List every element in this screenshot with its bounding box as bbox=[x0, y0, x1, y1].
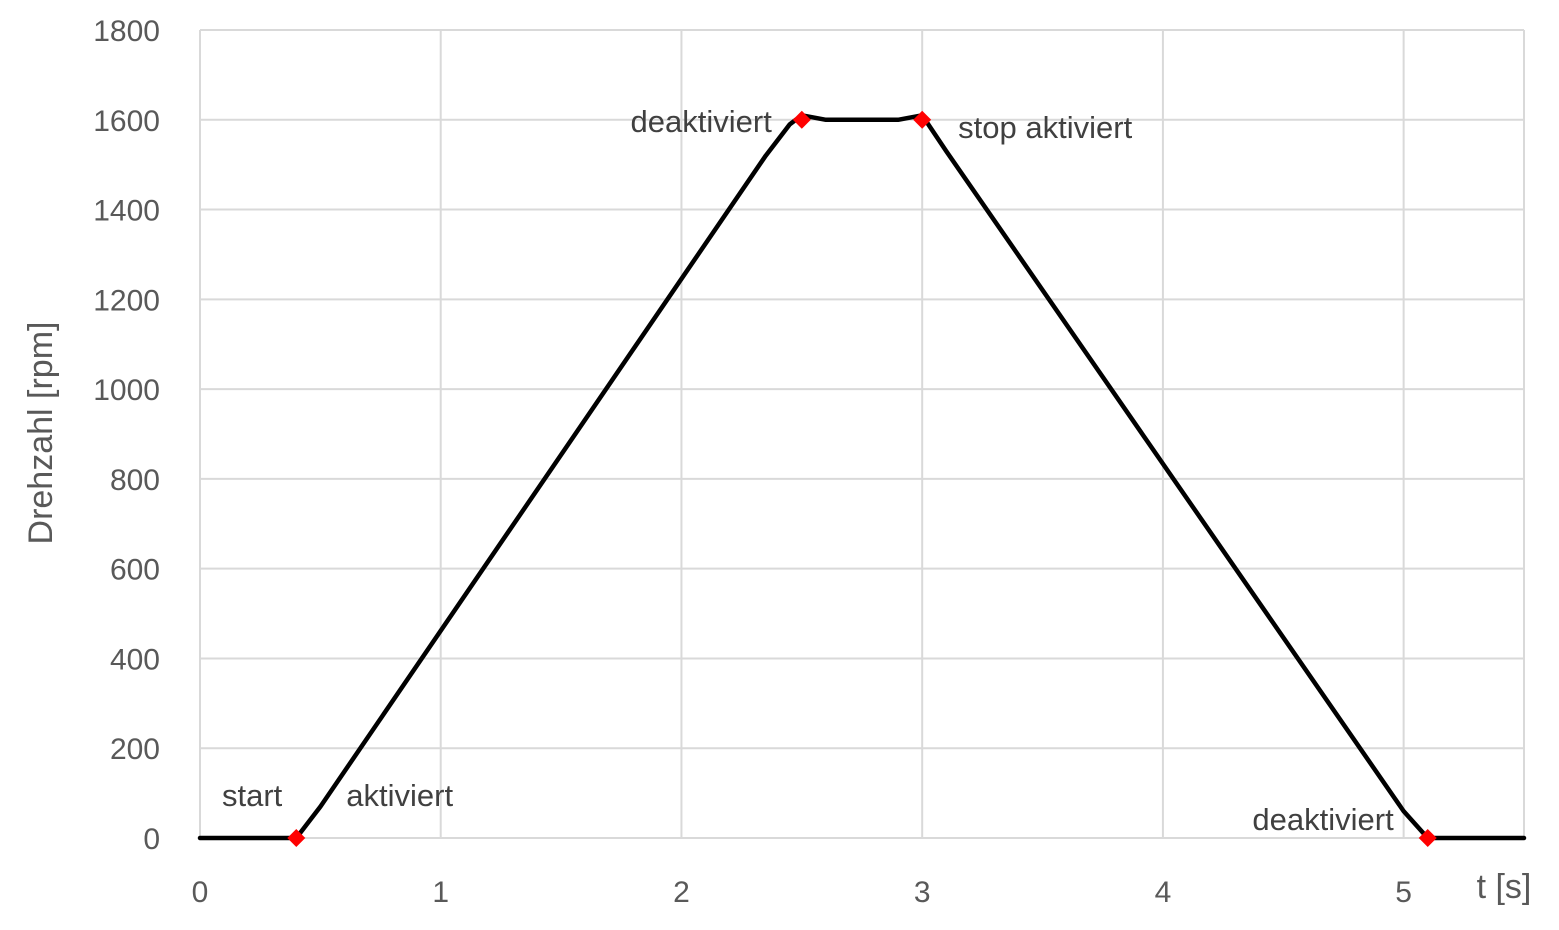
annotation-label-4: deaktiviert bbox=[1252, 802, 1394, 837]
annotation-label-3: stop aktiviert bbox=[958, 110, 1132, 145]
y-axis-title: Drehzahl [rpm] bbox=[22, 322, 60, 545]
x-tick-label-2: 2 bbox=[673, 876, 690, 909]
x-tick-label-0: 0 bbox=[192, 876, 209, 909]
y-tick-label-1600: 1600 bbox=[93, 105, 160, 138]
x-axis-tick-labels: 0 1 2 3 4 5 bbox=[192, 876, 1412, 909]
x-tick-label-1: 1 bbox=[432, 876, 449, 909]
x-tick-label-4: 4 bbox=[1155, 876, 1172, 909]
y-tick-label-0: 0 bbox=[143, 823, 160, 856]
marker-diamond-3 bbox=[1418, 829, 1437, 847]
grid bbox=[199, 29, 1525, 839]
marker-diamond-0 bbox=[287, 829, 306, 847]
y-tick-label-800: 800 bbox=[110, 464, 160, 497]
marker-diamond-2 bbox=[913, 110, 932, 129]
annotation-label-2: deaktiviert bbox=[631, 104, 773, 139]
annotation-label-1: aktiviert bbox=[346, 778, 453, 813]
x-tick-label-5: 5 bbox=[1395, 876, 1412, 909]
y-tick-label-1000: 1000 bbox=[93, 374, 160, 407]
y-tick-label-1400: 1400 bbox=[93, 195, 160, 228]
y-tick-label-400: 400 bbox=[110, 643, 160, 676]
x-tick-label-3: 3 bbox=[914, 876, 931, 909]
y-tick-label-200: 200 bbox=[110, 733, 160, 766]
y-tick-label-1800: 1800 bbox=[93, 15, 160, 48]
annotation-label-0: start bbox=[222, 778, 283, 813]
series-line-0 bbox=[197, 113, 1527, 841]
annotations-group: start aktiviert deaktiviert stop aktiviert d… bbox=[222, 104, 1394, 837]
marker-diamond-1 bbox=[792, 110, 811, 129]
series-group bbox=[197, 113, 1527, 841]
y-tick-label-1200: 1200 bbox=[93, 284, 160, 317]
y-tick-label-600: 600 bbox=[110, 554, 160, 587]
x-axis-title: t [s] bbox=[1477, 868, 1532, 906]
y-axis-tick-labels: 0 200 400 600 800 1000 1200 1400 1600 1800 bbox=[93, 15, 160, 856]
markers-group bbox=[287, 110, 1437, 847]
